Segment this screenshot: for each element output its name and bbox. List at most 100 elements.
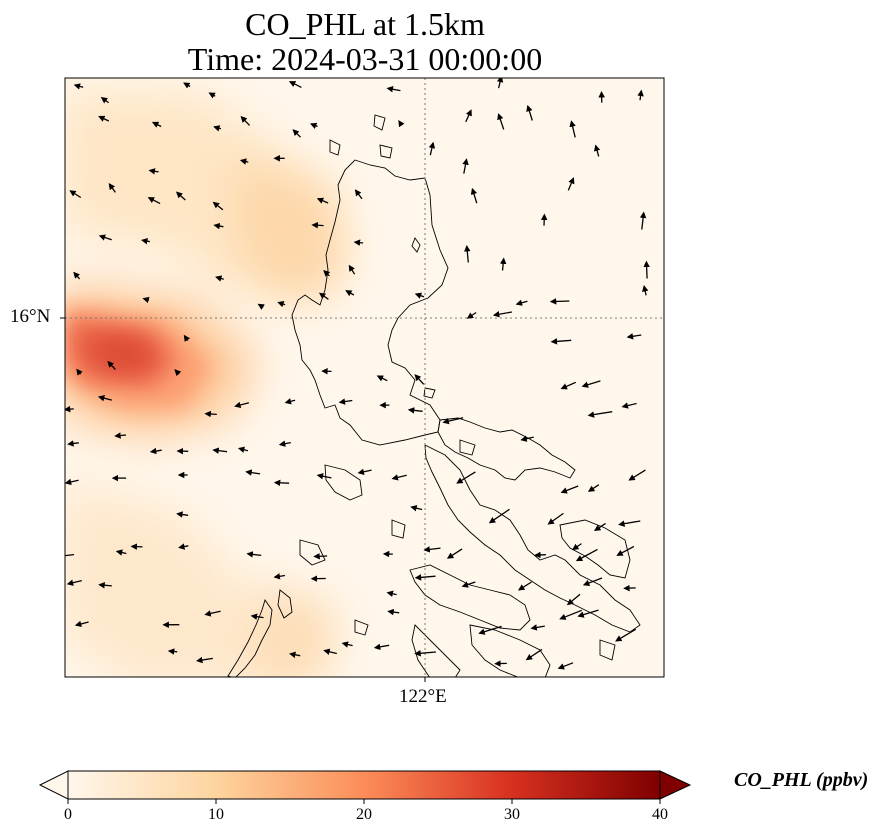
wind-arrow: [626, 333, 642, 340]
colorbar-extend-min: [38, 770, 69, 800]
wind-arrow: [376, 375, 388, 382]
wind-arrow: [288, 81, 302, 88]
wind-arrow: [621, 402, 637, 409]
wind-arrow: [167, 648, 178, 655]
wind-arrow: [147, 197, 161, 205]
wind-arrow: [183, 82, 191, 89]
wind-arrow: [277, 301, 286, 308]
wind-arrow: [273, 573, 286, 580]
wind-arrow: [442, 417, 464, 425]
wind-arrow: [114, 432, 127, 439]
wind-arrow: [567, 177, 575, 191]
wind-arrow: [97, 395, 112, 402]
wind-arrow: [292, 129, 301, 138]
wind-arrow: [183, 334, 191, 342]
wind-arrow: [398, 120, 405, 128]
wind-arrow: [69, 190, 82, 199]
wind-arrow: [212, 201, 224, 211]
wind-arrow: [76, 368, 83, 376]
wind-arrow: [142, 296, 150, 304]
wind-arrow: [520, 435, 534, 442]
wind-arrow: [466, 311, 477, 319]
wind-arrow: [151, 121, 162, 128]
wind-arrow: [174, 369, 182, 377]
wind-arrow: [414, 574, 436, 581]
wind-arrow: [234, 401, 250, 409]
wind-arrow: [560, 381, 577, 390]
wind-arrow: [526, 104, 533, 121]
wind-arrow: [492, 311, 513, 318]
wind-arrow: [534, 551, 546, 559]
wind-arrow: [464, 245, 471, 263]
wind-arrow: [250, 613, 264, 620]
wind-arrow: [557, 662, 574, 670]
wind-arrow: [462, 158, 469, 174]
colorbar-tick-0: 0: [64, 806, 72, 823]
wind-arrow: [246, 551, 262, 558]
wind-arrow: [323, 270, 331, 277]
wind-arrow: [428, 141, 436, 156]
wind-arrow: [316, 197, 329, 204]
wind-arrow: [318, 292, 329, 300]
wind-arrow: [245, 469, 261, 476]
wind-arrow: [497, 113, 505, 130]
wind-arrow: [73, 83, 84, 90]
co-field: [65, 90, 350, 677]
wind-arrow: [387, 608, 400, 616]
wind-arrow: [257, 303, 265, 310]
colorbar-tick-40: 40: [652, 806, 668, 823]
wind-arrow: [581, 380, 601, 388]
wind-arrow: [530, 624, 545, 631]
wind-arrow: [470, 187, 478, 204]
wind-arrow: [386, 590, 397, 597]
wind-arrow: [237, 446, 249, 453]
wind-arrow: [65, 478, 79, 486]
wind-arrow: [593, 144, 601, 157]
wind-arrow: [338, 398, 353, 405]
wind-arrow: [414, 650, 436, 657]
wind-arrow: [323, 648, 337, 655]
wind-arrow: [386, 86, 401, 93]
colorbar-extend-max: [659, 770, 692, 800]
wind-arrow: [414, 292, 425, 299]
wind-arrow: [316, 473, 332, 480]
map-frame: [64, 77, 665, 678]
wind-arrow: [284, 398, 296, 405]
wind-arrow: [67, 440, 79, 447]
map-plot-area: [65, 78, 664, 677]
wind-arrow: [213, 222, 224, 230]
wind-arrow: [577, 609, 599, 618]
wind-arrow: [410, 505, 423, 512]
wind-arrow: [515, 299, 528, 306]
lon-tick-label: 122°E: [399, 686, 447, 707]
wind-arrow: [98, 581, 112, 589]
wind-arrow: [345, 290, 355, 297]
wind-arrow: [587, 484, 600, 492]
wind-arrow: [213, 125, 222, 132]
wind-arrow: [311, 221, 324, 229]
wind-arrow: [204, 410, 217, 418]
wind-arrow: [289, 651, 301, 659]
wind-arrow: [108, 183, 116, 193]
wind-arrow: [148, 168, 159, 175]
wind-arrow: [594, 522, 606, 532]
wind-arrow: [130, 543, 143, 550]
colorbar-tick-20: 20: [356, 806, 372, 823]
wind-arrow: [240, 115, 251, 126]
wind-arrow: [141, 237, 151, 245]
wind-arrow: [100, 97, 109, 104]
wind-arrow: [582, 577, 603, 586]
wind-arrow: [569, 120, 576, 138]
wind-arrow: [66, 579, 82, 586]
wind-arrow: [196, 656, 213, 664]
wind-arrow: [575, 548, 598, 562]
wind-arrow: [175, 191, 186, 201]
wind-arrow: [278, 440, 291, 447]
wind-arrow: [547, 512, 564, 525]
wind-arrow: [115, 549, 127, 556]
wind-arrow: [642, 285, 649, 296]
wind-arrow: [618, 520, 641, 527]
wind-arrow: [488, 508, 510, 524]
